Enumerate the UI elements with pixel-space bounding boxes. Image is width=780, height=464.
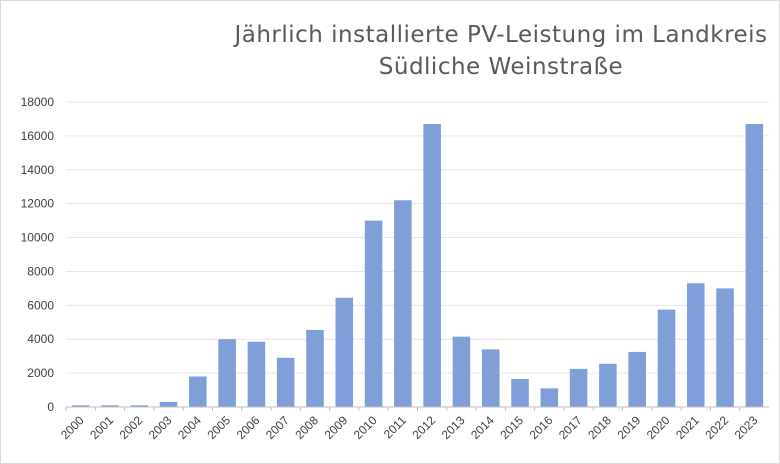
x-tick-label: 2009 bbox=[322, 413, 351, 442]
bars bbox=[71, 124, 764, 408]
bar-2001 bbox=[101, 405, 119, 407]
bar-2015 bbox=[511, 379, 529, 407]
bar-2012 bbox=[423, 124, 441, 408]
bar-2020 bbox=[657, 309, 676, 407]
bar-2010 bbox=[364, 220, 383, 407]
bar-2000 bbox=[71, 405, 90, 407]
x-tick-label: 2013 bbox=[439, 413, 468, 442]
y-tick-label: 4000 bbox=[27, 332, 54, 346]
x-axis: 2000 2001 2002 2003 2004 2005 2006 2007 2008 2009… bbox=[58, 406, 769, 442]
x-tick-label: 2011 bbox=[381, 413, 409, 441]
gridlines bbox=[66, 101, 769, 374]
x-tick-label: 2015 bbox=[497, 413, 526, 442]
bar-2013 bbox=[452, 336, 471, 407]
x-tick-label: 2014 bbox=[468, 413, 497, 442]
x-tick-label: 2004 bbox=[175, 413, 204, 442]
x-tick-label: 2022 bbox=[702, 413, 731, 442]
bar-2004 bbox=[189, 376, 207, 407]
y-tick-label: 6000 bbox=[27, 298, 54, 312]
x-tick-label: 2003 bbox=[146, 413, 175, 442]
y-tick-label: 18000 bbox=[21, 95, 55, 109]
x-tick-label: 2016 bbox=[527, 413, 556, 442]
bar-2009 bbox=[335, 297, 354, 407]
y-tick-label: 16000 bbox=[21, 129, 55, 143]
bar-2018 bbox=[599, 363, 617, 407]
bar-2022 bbox=[716, 288, 734, 407]
bar-2002 bbox=[130, 405, 149, 407]
y-axis: 0 2000 4000 6000 8000 10000 12000 14000 16000 180… bbox=[21, 95, 55, 414]
x-tick-label: 2018 bbox=[585, 413, 614, 442]
y-tick-label: 10000 bbox=[21, 231, 55, 245]
chart-title-line-2: Südliche Weinstraße bbox=[378, 54, 624, 80]
x-tick-label: 2023 bbox=[732, 413, 761, 442]
bar-2006 bbox=[247, 341, 266, 407]
x-tick-label: 2005 bbox=[204, 413, 233, 442]
x-tick-label: 2021 bbox=[673, 413, 702, 442]
x-tick-label: 2006 bbox=[234, 413, 263, 442]
bar-2003 bbox=[159, 401, 178, 407]
x-tick-label: 2012 bbox=[409, 413, 438, 442]
bar-2014 bbox=[481, 349, 500, 407]
x-tick-label: 2007 bbox=[263, 413, 292, 442]
bar-2005 bbox=[218, 339, 236, 407]
bar-2021 bbox=[686, 283, 705, 407]
y-tick-label: 0 bbox=[47, 400, 54, 414]
x-tick-label: 2020 bbox=[644, 413, 673, 442]
bar-2023 bbox=[745, 124, 764, 408]
x-tick-label: 2017 bbox=[556, 413, 585, 442]
y-tick-label: 14000 bbox=[21, 163, 55, 177]
chart-title: Jährlich installierte PV-Leistung im Lan… bbox=[211, 19, 780, 83]
bar-2017 bbox=[569, 368, 588, 407]
y-tick-label: 8000 bbox=[27, 264, 54, 278]
y-tick-label: 12000 bbox=[21, 197, 55, 211]
x-tick-label: 2019 bbox=[615, 413, 644, 442]
x-tick-label: 2001 bbox=[87, 413, 116, 442]
chart-title-line-1: Jährlich installierte PV-Leistung im Lan… bbox=[234, 22, 768, 48]
x-tick-label: 2000 bbox=[58, 413, 87, 442]
bar-2011 bbox=[394, 200, 412, 407]
x-tick-label: 2008 bbox=[292, 413, 321, 442]
bar-2016 bbox=[540, 388, 559, 407]
bar-2019 bbox=[628, 351, 646, 407]
y-tick-label: 2000 bbox=[27, 366, 54, 380]
bar-2007 bbox=[276, 357, 295, 407]
x-tick-label: 2010 bbox=[351, 413, 380, 442]
bar-2008 bbox=[306, 329, 324, 407]
x-tick-label: 2002 bbox=[117, 413, 146, 442]
